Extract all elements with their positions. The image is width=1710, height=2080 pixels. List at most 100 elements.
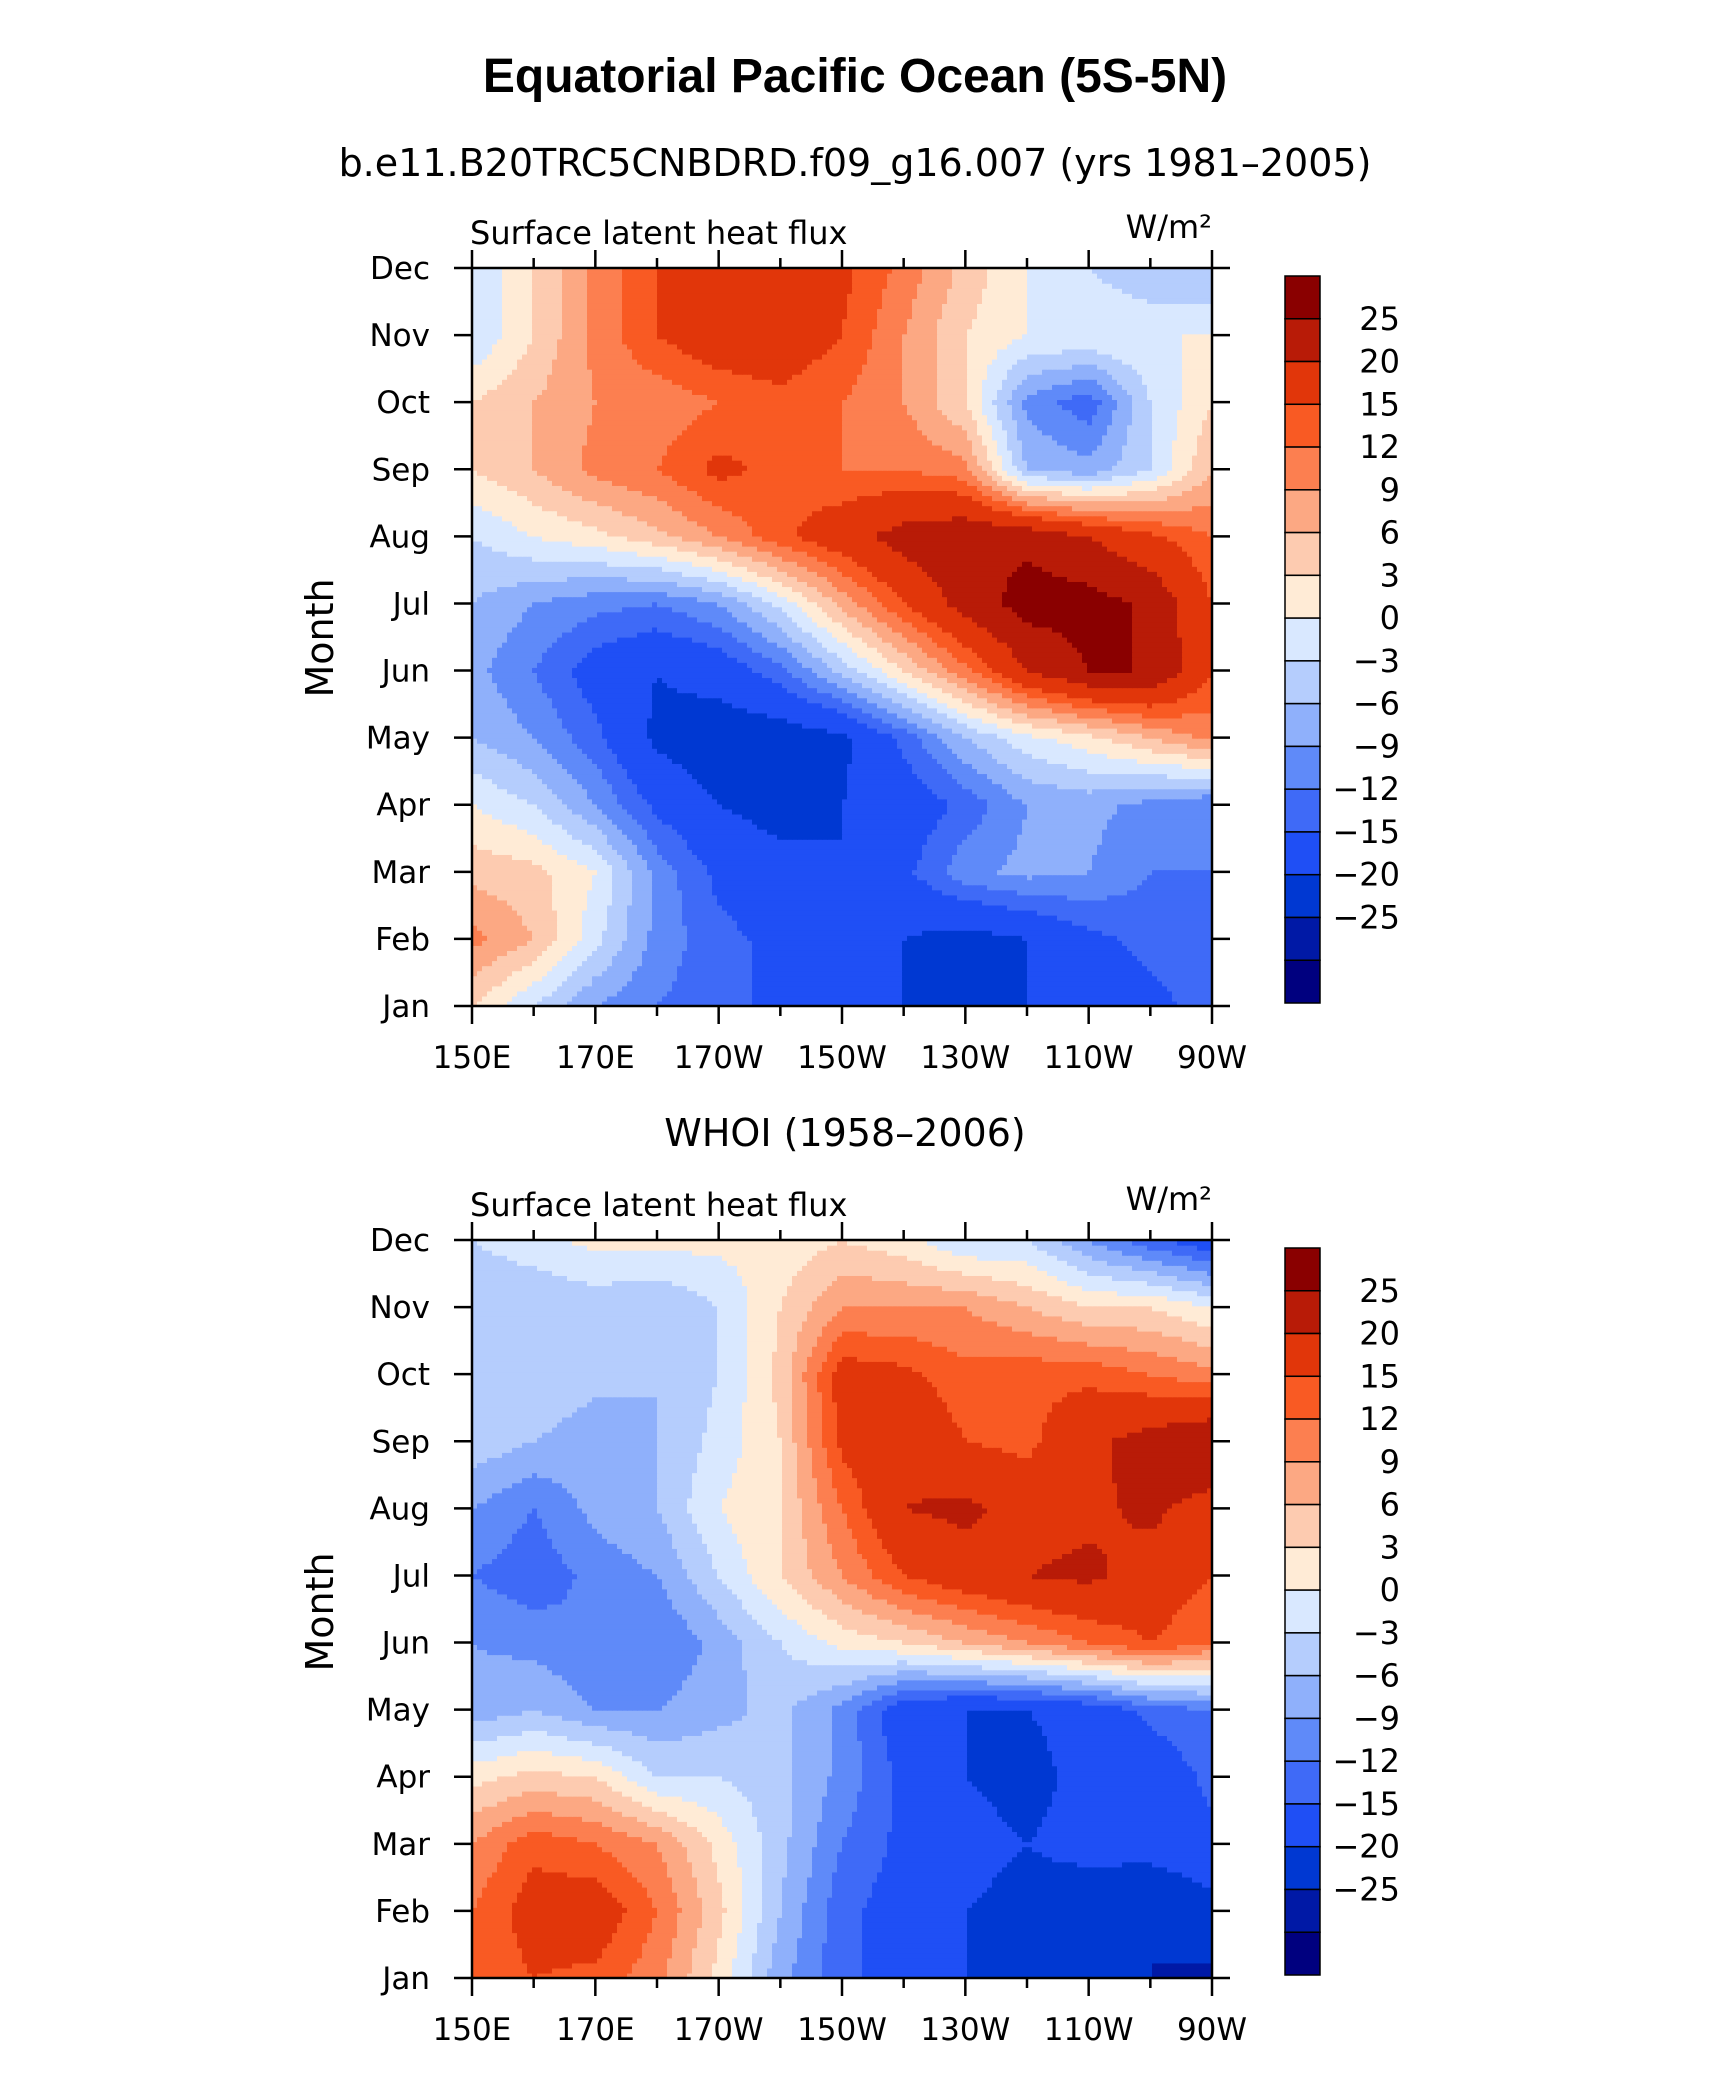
heatmap-cell (992, 950, 998, 956)
heatmap-cell (832, 986, 838, 992)
heatmap-cell (1002, 961, 1008, 967)
heatmap-cell (527, 895, 533, 901)
heatmap-cell (732, 935, 738, 941)
heatmap-cell (567, 915, 573, 921)
heatmap-cell (607, 890, 613, 896)
heatmap-cell (1107, 900, 1113, 906)
heatmap-cell (752, 905, 758, 911)
heatmap-cell (502, 885, 508, 891)
heatmap-cell (1147, 930, 1153, 936)
heatmap-cell (837, 915, 843, 921)
heatmap-cell (762, 915, 768, 921)
heatmap-cell (652, 905, 658, 911)
heatmap-cell (652, 915, 658, 921)
heatmap-cell (617, 940, 623, 946)
heatmap-cell (642, 986, 648, 992)
heatmap-cell (882, 966, 888, 972)
heatmap-cell (1092, 925, 1098, 931)
heatmap-cell (687, 905, 693, 911)
heatmap-cell (1157, 885, 1163, 891)
heatmap-cell (777, 966, 783, 972)
heatmap-cell (937, 890, 943, 896)
heatmap-cell (597, 890, 603, 896)
heatmap-cell (977, 910, 983, 916)
heatmap-cell (637, 950, 643, 956)
heatmap-cell (652, 870, 658, 876)
heatmap-cell (912, 925, 918, 931)
heatmap-cell (1132, 895, 1138, 901)
heatmap-cell (487, 955, 493, 961)
heatmap-cell (502, 910, 508, 916)
heatmap-cell (727, 935, 733, 941)
heatmap-cell (1037, 955, 1043, 961)
heatmap-cell (767, 950, 773, 956)
heatmap-cell (537, 981, 543, 987)
heatmap-cell (1167, 971, 1173, 977)
heatmap-cell (887, 925, 893, 931)
heatmap-cell (912, 910, 918, 916)
heatmap-cell (992, 915, 998, 921)
heatmap-cell (647, 991, 653, 997)
heatmap-cell (757, 981, 763, 987)
heatmap-cell (617, 950, 623, 956)
heatmap-cell (1077, 945, 1083, 951)
heatmap-cell (957, 910, 963, 916)
heatmap-cell (487, 986, 493, 992)
heatmap-cell (952, 895, 958, 901)
heatmap-cell (702, 920, 708, 926)
heatmap-cell (1077, 996, 1083, 1002)
heatmap-cell (1077, 895, 1083, 901)
heatmap-cell (697, 925, 703, 931)
heatmap-cell (917, 910, 923, 916)
heatmap-cell (997, 885, 1003, 891)
heatmap-cell (962, 910, 968, 916)
heatmap-cell (1067, 900, 1073, 906)
heatmap-cell (602, 930, 608, 936)
heatmap-cell (1127, 961, 1133, 967)
heatmap-cell (1022, 875, 1028, 881)
heatmap-cell (922, 940, 928, 946)
heatmap-cell (812, 981, 818, 987)
heatmap-cell (547, 930, 553, 936)
heatmap-cell (972, 996, 978, 1002)
heatmap-cell (1007, 915, 1013, 921)
heatmap-cell (727, 870, 733, 876)
heatmap-cell (1037, 945, 1043, 951)
heatmap-cell (532, 930, 538, 936)
heatmap-cell (922, 930, 928, 936)
heatmap-cell (867, 910, 873, 916)
heatmap-cell (1072, 925, 1078, 931)
heatmap-cell (1112, 950, 1118, 956)
heatmap-cell (1092, 976, 1098, 982)
heatmap-cell (1017, 875, 1023, 881)
heatmap-cell (912, 966, 918, 972)
heatmap-cell (632, 910, 638, 916)
heatmap-cell (1172, 976, 1178, 982)
heatmap-cell (967, 915, 973, 921)
heatmap-cell (677, 940, 683, 946)
heatmap-cell (727, 996, 733, 1002)
heatmap-cell (742, 905, 748, 911)
heatmap-cell (772, 890, 778, 896)
heatmap-cell (1147, 935, 1153, 941)
heatmap-cell (1152, 955, 1158, 961)
heatmap-cell (912, 880, 918, 886)
heatmap-cell (557, 910, 563, 916)
heatmap-cell (1187, 945, 1193, 951)
heatmap-cell (552, 915, 558, 921)
heatmap-cell (672, 875, 678, 881)
heatmap-cell (542, 900, 548, 906)
heatmap-cell (897, 961, 903, 967)
heatmap-cell (807, 930, 813, 936)
heatmap-cell (1082, 925, 1088, 931)
heatmap-cell (1177, 966, 1183, 972)
heatmap-cell (892, 961, 898, 967)
heatmap-cell (1152, 920, 1158, 926)
heatmap-cell (847, 945, 853, 951)
heatmap-cell (837, 950, 843, 956)
heatmap-cell (947, 900, 953, 906)
heatmap-cell (902, 996, 908, 1002)
heatmap-cell (582, 885, 588, 891)
heatmap-cell (687, 895, 693, 901)
heatmap-cell (692, 940, 698, 946)
